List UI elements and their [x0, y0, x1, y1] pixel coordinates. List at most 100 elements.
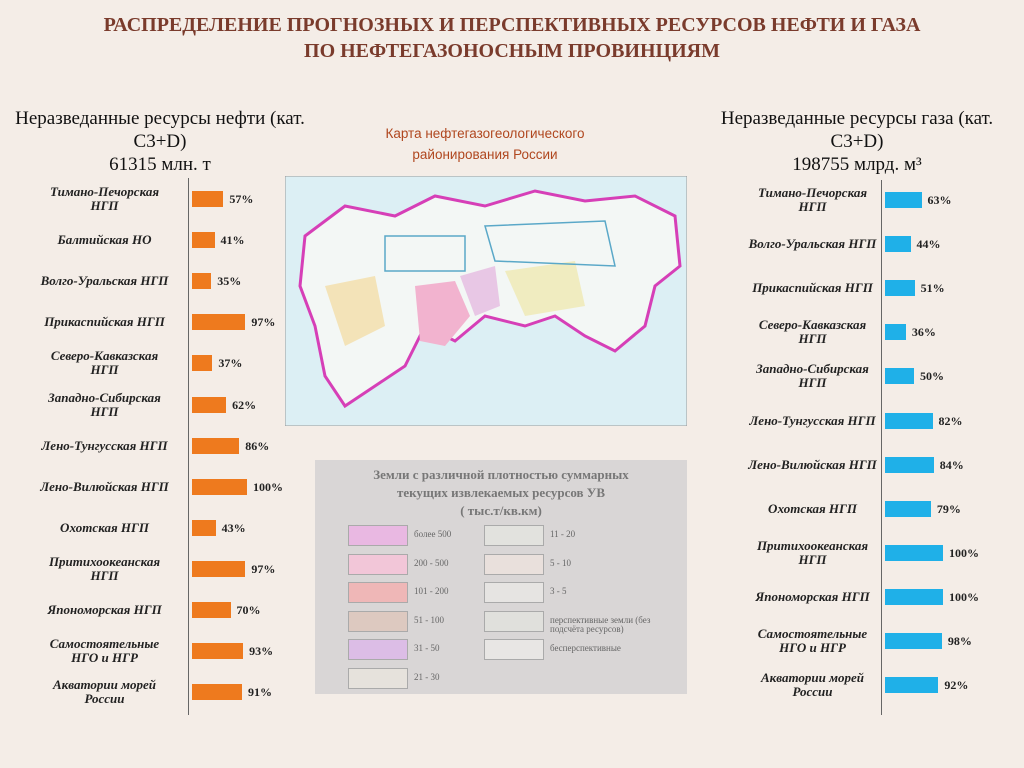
bar: [192, 437, 240, 454]
category-label: Тимано-Печорская НГП: [757, 185, 868, 214]
legend-label: перспективные земли (без подсчёта ресурс…: [550, 614, 651, 634]
category-label: Лено-Тунгусская НГП: [749, 412, 876, 428]
category-label: Волго-Уральская НГП: [748, 236, 877, 252]
category-label: Притихоокеанская НГП: [756, 537, 869, 567]
category-label: Охотская НГП: [768, 500, 857, 516]
legend-swatch: [348, 525, 408, 546]
bar: [885, 544, 943, 561]
bar: [192, 396, 227, 413]
legend-swatch: [348, 553, 408, 575]
value-label: 93%: [249, 644, 274, 659]
bar: [192, 314, 246, 331]
value-label: 70%: [236, 603, 261, 617]
category-label: Лено-Вилюйская НГП: [40, 478, 169, 494]
value-label: 79%: [936, 501, 961, 516]
legend-label: более 500: [414, 529, 452, 539]
slide-title: РАСПРЕДЕЛЕНИЕ ПРОГНОЗНЫХ И ПЕРСПЕКТИВНЫХ…: [103, 14, 921, 36]
category-label: Волго-Уральская НГП: [40, 273, 169, 289]
category-label: Япономорская НГП: [755, 588, 870, 604]
legend-label: 5 - 10: [550, 557, 571, 568]
axis-line: [188, 178, 189, 715]
map: [285, 176, 687, 426]
map-caption: Карта нефтегазогеологического: [385, 126, 585, 141]
bar: [885, 633, 942, 649]
value-label: 82%: [938, 413, 963, 428]
value-label: 63%: [927, 193, 952, 207]
bar: [192, 355, 213, 372]
category-label: Лено-Вилюйская НГП: [748, 456, 877, 472]
category-label: Акватории морей России: [52, 677, 157, 707]
bar: [192, 191, 224, 207]
value-label: 92%: [944, 678, 969, 693]
legend-label: 11 - 20: [550, 529, 576, 539]
value-label: 50%: [920, 369, 944, 384]
legend-label: 21 - 30: [414, 671, 440, 682]
legend-label: 3 - 5: [550, 586, 567, 596]
legend-swatch: [484, 553, 544, 575]
category-label: Охотская НГП: [60, 519, 149, 535]
category-label: Самостоятельные НГО и НГР: [757, 626, 868, 655]
category-label: Балтийская НО: [57, 232, 152, 248]
bar: [885, 412, 933, 429]
category-label: Прикаспийская НГП: [752, 280, 873, 296]
bar: [192, 478, 247, 495]
bar: [885, 324, 906, 341]
value-label: 100%: [949, 589, 979, 604]
value-label: 57%: [229, 192, 254, 206]
value-label: 97%: [251, 315, 276, 330]
category-label: Западно-Сибирская НГП: [48, 389, 161, 419]
legend-swatch: [348, 667, 408, 689]
value-label: 84%: [939, 457, 964, 472]
chart-title: Неразведанные ресурсы нефти (кат. С3+D): [15, 108, 305, 152]
bar: [192, 684, 243, 701]
value-label: 100%: [949, 545, 979, 560]
value-label: 86%: [245, 438, 270, 453]
chart-subtitle: 198755 млрд. м³: [792, 154, 922, 175]
value-label: 91%: [248, 685, 273, 700]
legend-swatch: [484, 610, 544, 632]
category-label: Прикаспийская НГП: [44, 314, 165, 330]
value-label: 97%: [251, 561, 276, 576]
value-label: 100%: [253, 479, 283, 494]
axis-line: [881, 180, 882, 715]
value-label: 43%: [221, 520, 246, 535]
legend-swatch: [484, 639, 544, 660]
legend-swatch: [348, 610, 408, 632]
category-label: Самостоятельные НГО и НГР: [49, 636, 160, 666]
legend-swatch: [348, 582, 408, 603]
bar: [885, 192, 922, 208]
map-caption: районирования России: [412, 147, 558, 162]
legend-title: ( тыс.т/кв.км): [460, 503, 542, 518]
value-label: 35%: [217, 274, 242, 289]
value-label: 62%: [232, 397, 257, 412]
slide-title: ПО НЕФТЕГАЗОНОСНЫМ ПРОВИНЦИЯМ: [304, 40, 720, 62]
bar: [192, 643, 244, 660]
category-label: Западно-Сибирская НГП: [756, 361, 869, 391]
bar: [885, 456, 934, 473]
legend-label: 200 - 500: [414, 557, 449, 568]
legend-title: текущих извлекаемых ресурсов УВ: [396, 485, 606, 500]
bar: [192, 519, 216, 536]
value-label: 36%: [911, 325, 936, 340]
value-label: 98%: [947, 634, 972, 648]
legend-label: 31 - 50: [414, 643, 440, 653]
value-label: 44%: [916, 237, 941, 252]
bar: [192, 232, 215, 249]
chart-subtitle: 61315 млн. т: [109, 154, 211, 175]
legend-swatch: [484, 582, 544, 603]
bar: [885, 677, 939, 694]
legend-label: 51 - 100: [414, 614, 444, 625]
legend-title: Земли с различной плотностью суммарных: [373, 467, 629, 482]
bar: [885, 280, 915, 297]
legend-swatch: [484, 525, 544, 546]
bar: [192, 602, 231, 618]
legend-label: 101 - 200: [414, 586, 449, 596]
bar: [192, 273, 212, 290]
value-label: 41%: [220, 233, 245, 248]
value-label: 51%: [920, 281, 945, 296]
legend-label: бесперспективные: [550, 643, 621, 653]
bar: [192, 560, 246, 577]
bar: [885, 368, 914, 385]
bar: [885, 588, 943, 605]
